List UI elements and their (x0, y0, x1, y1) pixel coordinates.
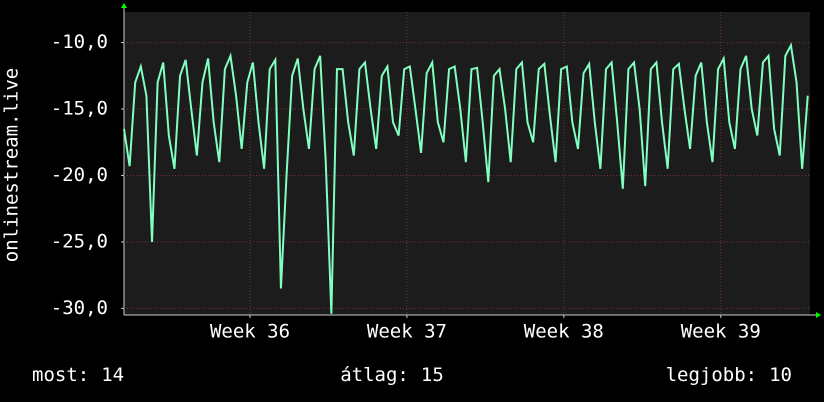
x-tick-label: Week 37 (367, 321, 447, 343)
y-tick-label: -20,0 (51, 164, 108, 186)
stat: legjobb: 10 (666, 364, 792, 386)
stat: átlag: 15 (340, 364, 444, 386)
y-tick-label: -10,0 (51, 31, 108, 53)
y-arrow (121, 3, 127, 8)
y-tick-label: -25,0 (51, 230, 108, 252)
x-tick-label: Week 39 (681, 321, 761, 343)
stat-label: most: (32, 364, 89, 386)
stat-value: 10 (769, 364, 792, 386)
plot-area (124, 12, 810, 315)
stat-label: legjobb: (666, 364, 758, 386)
x-tick-label: Week 36 (210, 321, 290, 343)
data-line (123, 42, 809, 314)
y-tick-label: -30,0 (51, 297, 108, 319)
stat-label: átlag: (340, 364, 409, 386)
stat-value: 15 (421, 364, 444, 386)
stat-value: 14 (101, 364, 124, 386)
y-tick-label: -15,0 (51, 98, 108, 120)
stat: most: 14 (32, 364, 124, 386)
x-arrow (816, 312, 821, 318)
x-tick-label: Week 38 (524, 321, 604, 343)
y-axis-label: onlinestream.live (1, 68, 23, 262)
